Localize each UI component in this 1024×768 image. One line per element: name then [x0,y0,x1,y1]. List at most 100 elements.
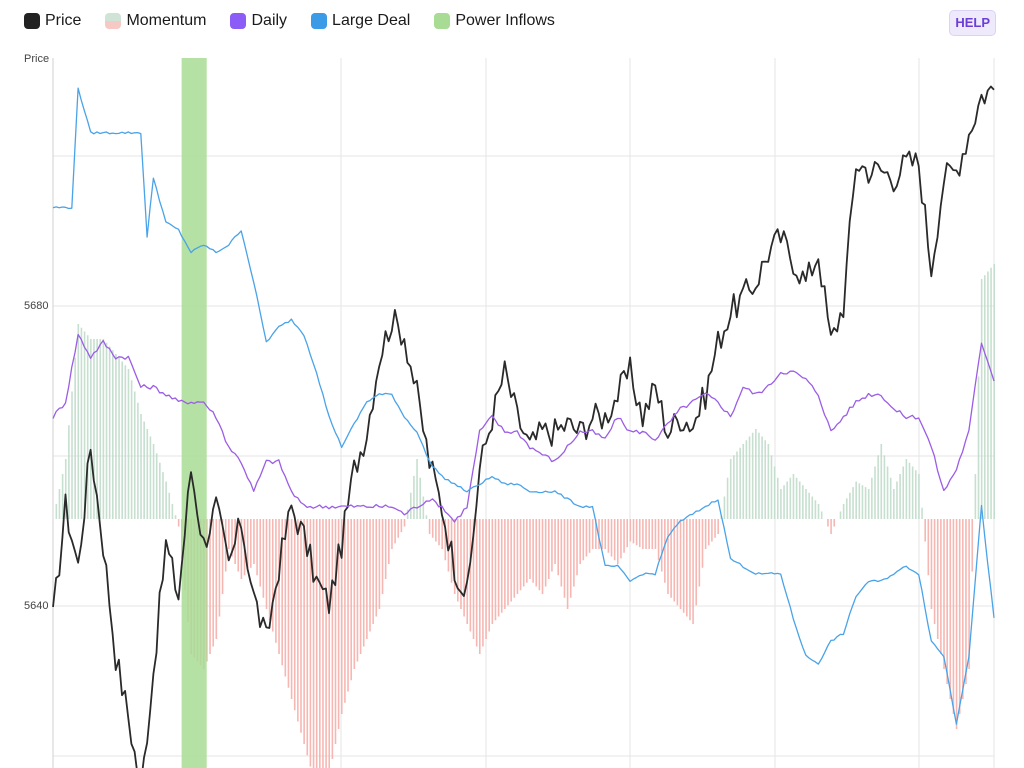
momentum-bar [805,489,807,519]
momentum-bar [990,267,992,519]
momentum-bar [312,519,315,768]
momentum-bar [369,519,371,632]
series-line-price [52,85,995,768]
momentum-bar [704,519,707,549]
momentum-bar [137,402,139,519]
momentum-bar [253,519,255,564]
momentum-bar [717,519,719,534]
momentum-bar [130,380,133,519]
momentum-bar [359,519,362,654]
momentum-bar [839,511,842,519]
momentum-bar [140,414,142,519]
momentum-bar [701,519,704,568]
momentum-bar [453,519,456,594]
momentum-bar [250,519,252,568]
momentum-bar [902,466,905,519]
momentum-bar [309,519,312,767]
momentum-bar [745,440,748,519]
momentum-bar [366,519,368,639]
momentum-bar [541,519,544,594]
momentum-bar [293,519,296,711]
legend-item-momentum[interactable]: Momentum [105,12,206,30]
legend-label: Daily [251,12,288,29]
momentum-bar [877,455,879,519]
momentum-bar [400,519,403,533]
momentum-bar [83,331,86,519]
momentum-bar [591,519,594,549]
help-button[interactable]: HELP [949,10,996,36]
momentum-bar [623,519,625,553]
y-tick-label: 5680 [24,300,48,312]
momentum-bar [221,519,224,594]
momentum-bar [729,459,732,519]
momentum-bar [544,519,547,587]
momentum-bar [573,519,575,587]
momentum-bar [212,519,214,647]
momentum-bar [632,519,635,544]
momentum-bar [858,483,861,519]
momentum-bar [604,519,607,549]
momentum-bar [670,519,672,598]
momentum-bar [149,436,152,519]
momentum-bar [955,519,958,729]
momentum-bar [281,519,283,666]
legend-swatch [311,13,328,29]
momentum-bar [635,519,638,546]
momentum-bar [645,519,647,549]
momentum-bar [802,485,804,519]
momentum-bar [77,324,80,519]
momentum-bar [968,519,970,669]
momentum-bar [905,459,908,519]
momentum-bar [739,447,741,519]
momentum-bar [811,496,814,519]
momentum-bar [692,519,694,624]
legend-item-large-deal[interactable]: Large Deal [311,12,410,30]
momentum-bar [319,519,321,768]
momentum-bar [893,489,895,519]
momentum-bar [108,346,111,519]
momentum-bar [96,339,98,519]
power-inflows-band [181,58,207,768]
momentum-bar [337,519,340,729]
momentum-bar [648,519,650,549]
legend-item-price[interactable]: Price [24,12,81,30]
momentum-bar [444,519,447,561]
momentum-bar [165,481,167,519]
momentum-bar [855,481,857,519]
momentum-bar [660,519,663,572]
legend-swatch [434,13,451,29]
momentum-bar [340,519,343,714]
momentum-bar [127,369,130,519]
momentum-bar [384,519,387,579]
legend-label: Price [45,12,82,29]
momentum-bar [428,519,431,534]
momentum-bar [886,466,889,519]
momentum-bar [315,519,318,768]
legend-swatch [230,13,247,29]
legend-item-daily[interactable]: Daily [230,12,287,30]
momentum-bar [551,519,553,572]
momentum-bar [962,519,964,699]
momentum-bar [121,361,124,519]
momentum-bar [783,485,785,519]
momentum-bar [58,489,61,519]
series-line-daily [52,333,995,523]
momentum-bar [936,519,939,639]
momentum-bar [215,519,218,639]
momentum-bar [563,519,566,598]
momentum-bar [71,391,73,519]
momentum-bar [845,498,848,519]
momentum-bar [532,519,534,583]
momentum-bar [287,519,290,688]
momentum-bar [472,519,475,639]
legend-item-power-inflows[interactable]: Power Inflows [434,12,555,30]
momentum-bar [814,500,817,519]
momentum-bar [610,519,613,557]
momentum-bar [758,432,760,519]
momentum-bar [993,264,995,519]
momentum-bar [240,519,243,579]
momentum-bar [535,519,538,587]
series-lines [52,85,995,768]
momentum-bar [478,519,481,654]
momentum-bar [262,519,265,598]
